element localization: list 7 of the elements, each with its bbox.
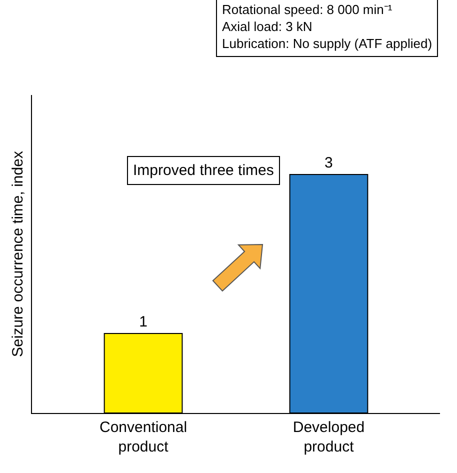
text: Rotational speed: 8 000 min⁻¹ Axial load: 3 kN Lubrication: No supply (ATF applied) bbox=[222, 2, 432, 51]
annotation: Improved three times bbox=[133, 162, 274, 179]
data-label: 1 bbox=[139, 314, 148, 330]
y-axis-title: Seizure occurrence time, index bbox=[9, 150, 26, 357]
x-tick-label: Developed product bbox=[292, 419, 365, 456]
x-tick-label: Conventional product bbox=[99, 419, 188, 456]
data-label: 3 bbox=[324, 154, 333, 172]
